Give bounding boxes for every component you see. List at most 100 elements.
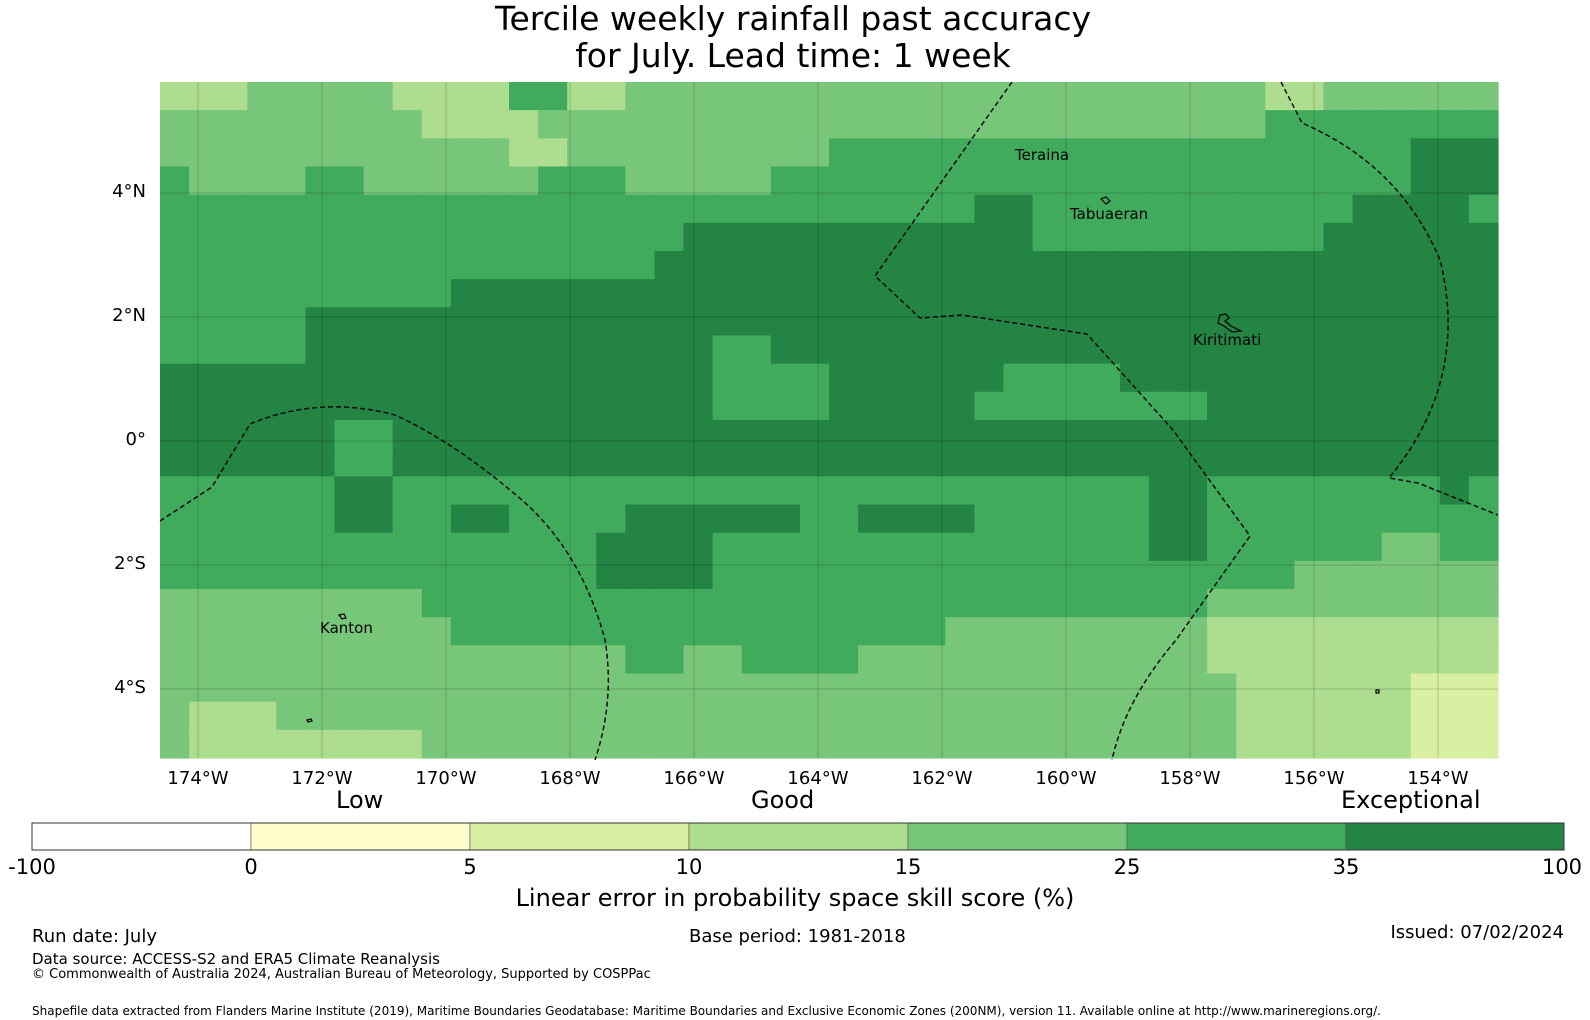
- grid-cell: [1236, 82, 1266, 111]
- grid-cell: [189, 279, 219, 308]
- grid-cell: [596, 335, 626, 365]
- grid-cell: [829, 560, 859, 590]
- grid-cell: [683, 335, 714, 365]
- grid-cell: [218, 335, 248, 365]
- grid-cell: [1236, 729, 1266, 759]
- grid-cell: [567, 194, 597, 224]
- grid-cell: [1410, 279, 1441, 308]
- grid-cell: [1294, 532, 1325, 562]
- grid-cell: [1468, 82, 1499, 111]
- grid-cell: [1381, 307, 1412, 337]
- grid-cell: [1265, 391, 1295, 421]
- grid-cell: [1032, 307, 1063, 337]
- grid-cell: [1178, 532, 1208, 562]
- grid-cell: [1178, 363, 1208, 393]
- grid-cell: [1119, 194, 1150, 224]
- grid-cell: [596, 504, 626, 534]
- grid-cell: [858, 701, 888, 731]
- grid-cell: [1207, 82, 1237, 111]
- grid-cell: [654, 504, 685, 534]
- grid-cell: [1265, 448, 1295, 477]
- grid-cell: [1148, 476, 1179, 506]
- grid-cell: [1352, 251, 1383, 280]
- grid-cell: [1352, 279, 1383, 308]
- grid-cell: [1207, 645, 1237, 675]
- grid-cell: [392, 335, 423, 365]
- grid-cell: [160, 222, 190, 252]
- tabuaeran-island-shape: [1099, 196, 1111, 205]
- grid-cell: [829, 420, 859, 449]
- grid-cell: [683, 391, 714, 421]
- grid-cell: [276, 673, 307, 703]
- grid-cell: [974, 532, 1005, 562]
- grid-cell: [479, 729, 510, 759]
- grid-cell: [1207, 729, 1237, 759]
- grid-cell: [1468, 166, 1499, 196]
- grid-cell: [974, 363, 1005, 393]
- grid-cell: [741, 476, 772, 506]
- grid-cell: [189, 82, 219, 111]
- grid-cell: [596, 138, 626, 168]
- grid-cell: [1178, 279, 1208, 308]
- grid-cell: [1032, 82, 1063, 111]
- grid-cell: [1439, 560, 1470, 590]
- grid-cell: [392, 194, 423, 224]
- grid-cell: [1061, 504, 1092, 534]
- grid-cell: [683, 617, 714, 646]
- grid-cell: [1323, 729, 1354, 759]
- grid-cell: [450, 645, 481, 675]
- grid-cell: [712, 645, 743, 675]
- grid-cell: [334, 504, 365, 534]
- grid-cell: [916, 82, 946, 111]
- grid-cell: [1410, 589, 1441, 618]
- grid-cell: [1032, 391, 1063, 421]
- grid-cell: [450, 673, 481, 703]
- grid-cell: [363, 532, 394, 562]
- grid-cell: [1178, 673, 1208, 703]
- grid-cell: [945, 307, 976, 337]
- grid-cell: [479, 166, 510, 196]
- grid-cell: [799, 701, 830, 731]
- grid-cell: [1003, 420, 1034, 449]
- grid-cell: [799, 504, 830, 534]
- grid-cell: [479, 222, 510, 252]
- grid-cell: [683, 363, 714, 393]
- grid-cell: [770, 504, 801, 534]
- grid-cell: [916, 729, 946, 759]
- grid-cell: [1148, 729, 1179, 759]
- legend-category-exceptional: Exceptional: [1341, 786, 1481, 814]
- grid-cell: [1236, 476, 1266, 506]
- grid-cell: [916, 617, 946, 646]
- grid-cell: [974, 645, 1005, 675]
- grid-cell: [974, 166, 1005, 196]
- grid-cell: [596, 391, 626, 421]
- grid-cell: [1410, 194, 1441, 224]
- grid-cell: [1294, 110, 1325, 139]
- grid-cell: [218, 194, 248, 224]
- grid-cell: [538, 363, 568, 393]
- grid-cell: [305, 222, 336, 252]
- grid-cell: [450, 532, 481, 562]
- colorbar-segment: [907, 822, 1128, 851]
- grid-cell: [712, 222, 743, 252]
- grid-cell: [916, 673, 946, 703]
- grid-cell: [770, 110, 801, 139]
- grid-cell: [567, 701, 597, 731]
- grid-cell: [741, 110, 772, 139]
- grid-cell: [1468, 420, 1499, 449]
- grid-cell: [858, 589, 888, 618]
- grid-cell: [1323, 194, 1354, 224]
- grid-cell: [1061, 110, 1092, 139]
- grid-cell: [625, 589, 656, 618]
- grid-cell: [1294, 617, 1325, 646]
- grid-cell: [189, 560, 219, 590]
- grid-cell: [1061, 532, 1092, 562]
- eez-boundary-kanton-arc: [159, 406, 610, 761]
- grid-cell: [596, 448, 626, 477]
- grid-cell: [799, 560, 830, 590]
- grid-cell: [509, 335, 539, 365]
- grid-cell: [1236, 279, 1266, 308]
- grid-cell: [1381, 82, 1412, 111]
- grid-cell: [305, 701, 336, 731]
- grid-cell: [770, 560, 801, 590]
